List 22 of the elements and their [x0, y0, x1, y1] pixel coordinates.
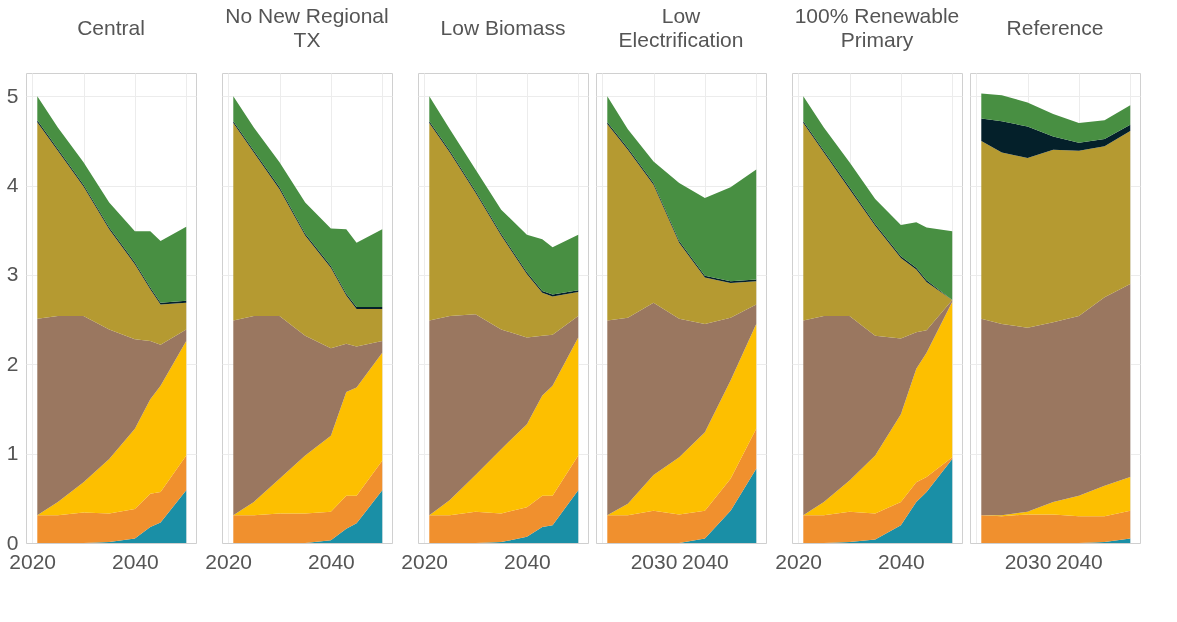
y-tick-label: 1 — [6, 441, 19, 465]
chart-title: Low Electrification — [618, 4, 744, 51]
x-tick-label: 2020 — [775, 549, 823, 573]
y-tick-label: 4 — [6, 173, 19, 197]
x-tick-label: 2040 — [308, 549, 355, 573]
x-tick-label: 2040 — [682, 549, 729, 573]
x-tick-label: 2040 — [878, 549, 925, 573]
x-tick-label: 2030 — [1004, 549, 1052, 573]
chart-title: Central — [77, 16, 145, 39]
x-tick-label: 2040 — [112, 549, 159, 573]
x-tick-label: 2040 — [1056, 549, 1103, 573]
x-tick-label: 2030 — [630, 549, 678, 573]
x-tick-label: 2020 — [401, 549, 449, 573]
chart-title: Reference — [1006, 16, 1104, 39]
y-tick-label: 5 — [6, 83, 19, 107]
y-tick-label: 2 — [6, 351, 19, 375]
y-tick-label: 3 — [6, 262, 19, 286]
chart-title: Low Biomass — [440, 16, 566, 39]
x-tick-label: 2020 — [205, 549, 253, 573]
x-tick-label: 2040 — [504, 549, 551, 573]
chart-title: No New Regional TX — [225, 4, 389, 51]
chart-title: 100% Renewable Primary — [794, 4, 960, 51]
